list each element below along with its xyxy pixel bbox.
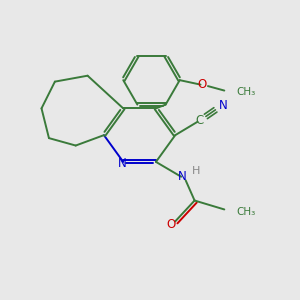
Text: N: N — [117, 157, 126, 170]
Text: CH₃: CH₃ — [236, 87, 255, 97]
Text: O: O — [166, 218, 176, 231]
Text: H: H — [192, 166, 200, 176]
Text: C: C — [195, 114, 203, 127]
Text: CH₃: CH₃ — [236, 207, 255, 218]
Text: N: N — [218, 99, 227, 112]
Text: N: N — [178, 170, 187, 183]
Text: O: O — [197, 78, 207, 91]
